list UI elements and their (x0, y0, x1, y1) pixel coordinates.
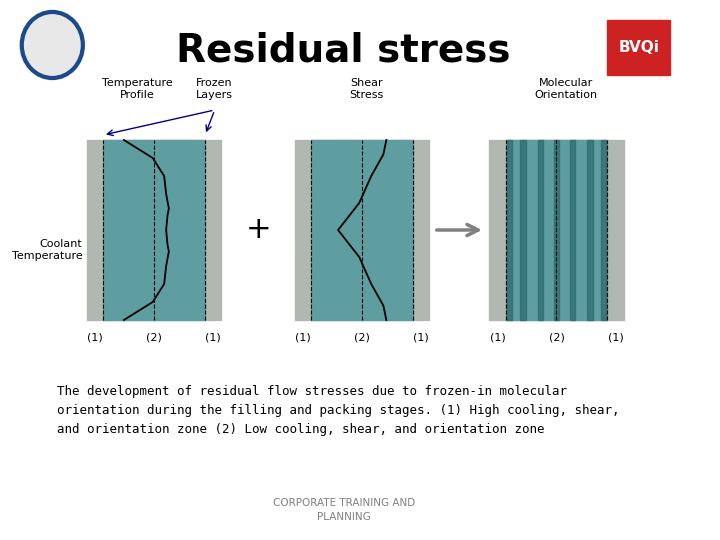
Bar (103, 140, 205, 320)
Text: (2): (2) (146, 333, 162, 343)
Bar (600, 140, 606, 320)
Text: +: + (246, 215, 271, 245)
Text: (1): (1) (87, 333, 103, 343)
Text: (2): (2) (354, 333, 370, 343)
Text: Residual stress: Residual stress (176, 31, 511, 69)
Text: (2): (2) (549, 333, 564, 343)
Text: Coolant
Temperature: Coolant Temperature (12, 239, 82, 261)
Text: (1): (1) (205, 333, 221, 343)
Bar (311, 140, 413, 320)
Bar (588, 140, 593, 320)
Text: Frozen
Layers: Frozen Layers (196, 78, 233, 100)
Bar (87, 140, 221, 320)
Bar (570, 140, 575, 320)
Text: (1): (1) (608, 333, 624, 343)
Text: BVQi: BVQi (618, 40, 660, 56)
Bar (295, 140, 429, 320)
Bar (608, 20, 670, 75)
Bar (538, 140, 543, 320)
Text: CORPORATE TRAINING AND
PLANNING: CORPORATE TRAINING AND PLANNING (273, 498, 415, 522)
Text: (1): (1) (295, 333, 311, 343)
Bar (554, 140, 559, 320)
Circle shape (20, 10, 85, 80)
Text: The development of residual flow stresses due to frozen-in molecular
orientation: The development of residual flow stresse… (57, 385, 619, 436)
Text: Molecular
Orientation: Molecular Orientation (534, 78, 598, 100)
Bar (490, 140, 624, 320)
Bar (521, 140, 526, 320)
Text: (1): (1) (413, 333, 429, 343)
Bar (505, 140, 608, 320)
Text: Temperature
Profile: Temperature Profile (102, 78, 173, 100)
Bar (507, 140, 512, 320)
Text: Shear
Stress: Shear Stress (350, 78, 384, 100)
Text: (1): (1) (490, 333, 505, 343)
